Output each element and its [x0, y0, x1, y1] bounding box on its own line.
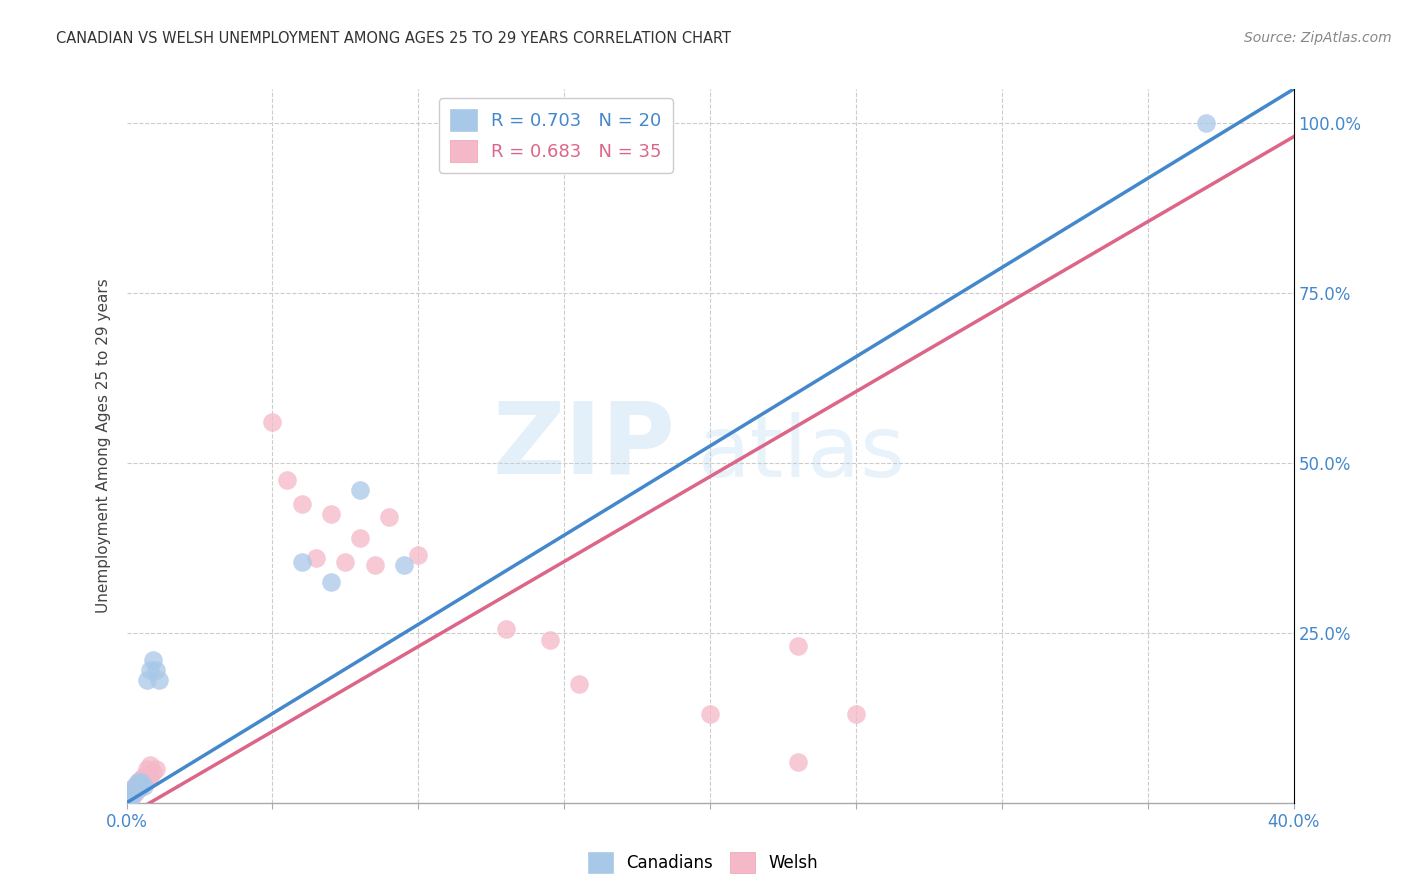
Point [136, 673, 159, 688]
Point [568, 677, 591, 691]
Point [124, 779, 146, 793]
Legend: Canadians, Welsh: Canadians, Welsh [582, 846, 824, 880]
Point [408, 548, 430, 562]
Legend: R = 0.703   N = 20, R = 0.683   N = 35: R = 0.703 N = 20, R = 0.683 N = 35 [439, 98, 672, 173]
Point [124, 786, 146, 800]
Point [276, 473, 298, 487]
Point [349, 531, 371, 545]
Point [319, 574, 342, 589]
Point [118, 792, 141, 806]
Point [121, 789, 143, 803]
Point [132, 779, 155, 793]
Point [129, 779, 152, 793]
Point [142, 653, 165, 667]
Point [290, 497, 312, 511]
Point [124, 779, 146, 793]
Point [305, 551, 328, 566]
Point [378, 510, 401, 524]
Point [145, 762, 167, 776]
Text: CANADIAN VS WELSH UNEMPLOYMENT AMONG AGES 25 TO 29 YEARS CORRELATION CHART: CANADIAN VS WELSH UNEMPLOYMENT AMONG AGE… [56, 31, 731, 46]
Text: ZIP: ZIP [492, 398, 675, 494]
Point [118, 789, 141, 803]
Point [118, 792, 141, 806]
Point [132, 769, 155, 783]
Point [495, 623, 517, 637]
Point [127, 775, 149, 789]
Point [139, 663, 162, 677]
Point [699, 707, 721, 722]
Point [121, 789, 143, 803]
Text: atlas: atlas [699, 411, 907, 495]
Point [363, 558, 385, 572]
Y-axis label: Unemployment Among Ages 25 to 29 years: Unemployment Among Ages 25 to 29 years [96, 278, 111, 614]
Point [129, 775, 152, 789]
Point [262, 415, 284, 429]
Point [136, 772, 159, 786]
Point [139, 769, 162, 783]
Point [335, 555, 357, 569]
Point [392, 558, 415, 572]
Point [148, 673, 170, 688]
Point [127, 775, 149, 789]
Point [127, 782, 149, 797]
Point [145, 663, 167, 677]
Point [121, 786, 143, 800]
Point [121, 782, 143, 797]
Text: Source: ZipAtlas.com: Source: ZipAtlas.com [1244, 31, 1392, 45]
Point [290, 555, 312, 569]
Point [786, 755, 808, 769]
Point [132, 775, 155, 789]
Point [1195, 116, 1218, 130]
Point [127, 782, 149, 797]
Point [124, 782, 146, 797]
Point [129, 772, 152, 786]
Point [319, 507, 342, 521]
Point [349, 483, 371, 498]
Point [129, 779, 152, 793]
Point [845, 707, 868, 722]
Point [786, 640, 808, 654]
Point [139, 758, 162, 772]
Point [538, 632, 561, 647]
Point [142, 765, 165, 780]
Point [136, 762, 159, 776]
